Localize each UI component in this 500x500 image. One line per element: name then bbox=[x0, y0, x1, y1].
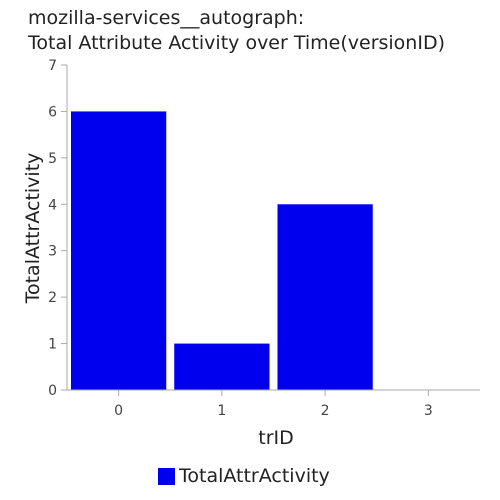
bar-0 bbox=[71, 111, 167, 390]
x-axis-label: trID bbox=[258, 427, 294, 449]
y-axis-label: TotalAttrActivity bbox=[22, 153, 44, 305]
bars-group bbox=[71, 111, 373, 390]
legend-swatch bbox=[158, 467, 175, 485]
y-tick-label-6: 6 bbox=[48, 104, 57, 120]
chart-title-line-1: mozilla-services__autograph: bbox=[28, 7, 305, 29]
y-tick-label-4: 4 bbox=[48, 197, 57, 213]
bar-1 bbox=[174, 343, 270, 390]
x-tick-label-2: 2 bbox=[321, 403, 330, 419]
bar-2 bbox=[277, 204, 373, 390]
y-tick-label-3: 3 bbox=[48, 244, 57, 260]
x-tick-label-0: 0 bbox=[114, 403, 123, 419]
x-tick-label-3: 3 bbox=[424, 403, 433, 419]
legend-label: TotalAttrActivity bbox=[179, 465, 330, 487]
chart-title: mozilla-services__autograph: Total Attri… bbox=[28, 6, 445, 56]
y-tick-label-7: 7 bbox=[48, 58, 57, 74]
legend: TotalAttrActivity bbox=[158, 465, 330, 487]
y-tick-label-2: 2 bbox=[48, 290, 57, 306]
axes-group: 0 1 2 3 4 5 6 7 0 1 2 3 bbox=[48, 58, 480, 419]
chart-title-line-2: Total Attribute Activity over Time(versi… bbox=[28, 32, 445, 54]
y-tick-label-1: 1 bbox=[48, 337, 57, 353]
x-tick-label-1: 1 bbox=[217, 403, 226, 419]
y-tick-label-0: 0 bbox=[48, 383, 57, 399]
y-tick-label-5: 5 bbox=[48, 151, 57, 167]
